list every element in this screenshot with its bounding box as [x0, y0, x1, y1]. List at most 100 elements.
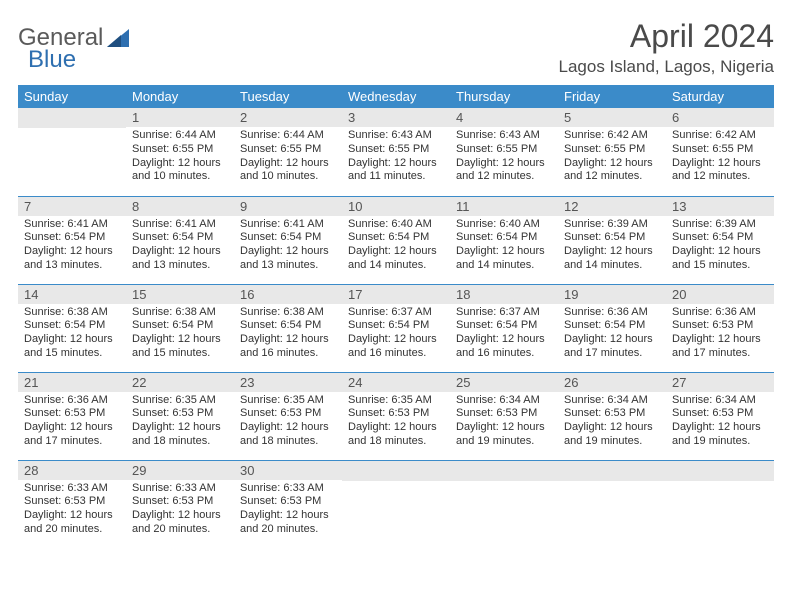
month-title: April 2024 — [559, 18, 774, 55]
day-line: Sunset: 6:53 PM — [132, 495, 228, 509]
day-number: 7 — [18, 197, 126, 216]
day-line: Sunset: 6:54 PM — [24, 231, 120, 245]
day-line: Sunrise: 6:43 AM — [348, 129, 444, 143]
calendar-row: 21Sunrise: 6:36 AMSunset: 6:53 PMDayligh… — [18, 372, 774, 460]
day-line: Sunset: 6:53 PM — [24, 495, 120, 509]
day-line: Sunset: 6:53 PM — [240, 407, 336, 421]
calendar-cell: 27Sunrise: 6:34 AMSunset: 6:53 PMDayligh… — [666, 372, 774, 460]
day-line: Sunrise: 6:38 AM — [240, 306, 336, 320]
calendar-cell — [18, 108, 126, 196]
day-content: Sunrise: 6:34 AMSunset: 6:53 PMDaylight:… — [558, 392, 666, 453]
day-line: Daylight: 12 hours — [564, 245, 660, 259]
day-line: and 13 minutes. — [132, 259, 228, 273]
day-line: and 20 minutes. — [240, 523, 336, 537]
calendar-cell: 30Sunrise: 6:33 AMSunset: 6:53 PMDayligh… — [234, 460, 342, 548]
day-line: Daylight: 12 hours — [348, 333, 444, 347]
day-line: Sunrise: 6:33 AM — [240, 482, 336, 496]
day-line: Daylight: 12 hours — [24, 421, 120, 435]
location: Lagos Island, Lagos, Nigeria — [559, 57, 774, 77]
calendar-cell: 16Sunrise: 6:38 AMSunset: 6:54 PMDayligh… — [234, 284, 342, 372]
day-line: Sunrise: 6:33 AM — [132, 482, 228, 496]
day-line: Sunrise: 6:37 AM — [456, 306, 552, 320]
day-line: Sunrise: 6:36 AM — [564, 306, 660, 320]
weekday-header: Friday — [558, 85, 666, 108]
day-number: 22 — [126, 373, 234, 392]
weekday-header: Saturday — [666, 85, 774, 108]
calendar-cell: 14Sunrise: 6:38 AMSunset: 6:54 PMDayligh… — [18, 284, 126, 372]
day-line: and 17 minutes. — [24, 435, 120, 449]
day-line: Sunrise: 6:37 AM — [348, 306, 444, 320]
day-content: Sunrise: 6:41 AMSunset: 6:54 PMDaylight:… — [126, 216, 234, 277]
day-content: Sunrise: 6:37 AMSunset: 6:54 PMDaylight:… — [342, 304, 450, 365]
day-line: Sunrise: 6:34 AM — [564, 394, 660, 408]
day-line: and 18 minutes. — [132, 435, 228, 449]
day-line: Sunset: 6:53 PM — [672, 319, 768, 333]
day-number — [450, 461, 558, 481]
day-content: Sunrise: 6:33 AMSunset: 6:53 PMDaylight:… — [18, 480, 126, 541]
calendar-cell: 6Sunrise: 6:42 AMSunset: 6:55 PMDaylight… — [666, 108, 774, 196]
day-line: and 14 minutes. — [348, 259, 444, 273]
day-number: 17 — [342, 285, 450, 304]
day-number: 2 — [234, 108, 342, 127]
day-line: and 13 minutes. — [240, 259, 336, 273]
day-line: Sunrise: 6:35 AM — [132, 394, 228, 408]
day-line: Daylight: 12 hours — [240, 245, 336, 259]
day-line: and 18 minutes. — [348, 435, 444, 449]
day-number: 5 — [558, 108, 666, 127]
day-line: Sunrise: 6:36 AM — [24, 394, 120, 408]
calendar-cell: 19Sunrise: 6:36 AMSunset: 6:54 PMDayligh… — [558, 284, 666, 372]
day-line: Daylight: 12 hours — [240, 333, 336, 347]
day-line: Sunset: 6:54 PM — [348, 319, 444, 333]
day-number — [666, 461, 774, 481]
calendar-cell: 5Sunrise: 6:42 AMSunset: 6:55 PMDaylight… — [558, 108, 666, 196]
calendar-cell — [342, 460, 450, 548]
day-line: Sunrise: 6:40 AM — [348, 218, 444, 232]
calendar-cell: 3Sunrise: 6:43 AMSunset: 6:55 PMDaylight… — [342, 108, 450, 196]
day-line: Daylight: 12 hours — [672, 157, 768, 171]
day-line: and 13 minutes. — [24, 259, 120, 273]
day-number: 30 — [234, 461, 342, 480]
day-line: and 10 minutes. — [132, 170, 228, 184]
header: General April 2024 Lagos Island, Lagos, … — [18, 18, 774, 77]
day-content — [558, 481, 666, 487]
day-line: Sunset: 6:54 PM — [132, 231, 228, 245]
day-line: Daylight: 12 hours — [132, 333, 228, 347]
calendar-cell: 17Sunrise: 6:37 AMSunset: 6:54 PMDayligh… — [342, 284, 450, 372]
day-line: Sunrise: 6:34 AM — [456, 394, 552, 408]
calendar-cell: 13Sunrise: 6:39 AMSunset: 6:54 PMDayligh… — [666, 196, 774, 284]
day-line: Sunset: 6:55 PM — [348, 143, 444, 157]
day-number: 26 — [558, 373, 666, 392]
day-line: Sunrise: 6:35 AM — [240, 394, 336, 408]
day-line: Sunset: 6:53 PM — [24, 407, 120, 421]
day-line: and 16 minutes. — [348, 347, 444, 361]
day-number — [18, 108, 126, 128]
day-line: Sunset: 6:54 PM — [564, 231, 660, 245]
day-line: Sunrise: 6:39 AM — [672, 218, 768, 232]
day-line: Sunset: 6:54 PM — [240, 231, 336, 245]
day-line: Sunrise: 6:40 AM — [456, 218, 552, 232]
day-number: 16 — [234, 285, 342, 304]
calendar-cell: 15Sunrise: 6:38 AMSunset: 6:54 PMDayligh… — [126, 284, 234, 372]
day-line: Sunrise: 6:34 AM — [672, 394, 768, 408]
day-number: 29 — [126, 461, 234, 480]
day-line: Sunrise: 6:42 AM — [672, 129, 768, 143]
day-number: 15 — [126, 285, 234, 304]
weekday-header: Wednesday — [342, 85, 450, 108]
calendar-cell: 1Sunrise: 6:44 AMSunset: 6:55 PMDaylight… — [126, 108, 234, 196]
weekday-header: Thursday — [450, 85, 558, 108]
day-content — [666, 481, 774, 487]
calendar-row: 14Sunrise: 6:38 AMSunset: 6:54 PMDayligh… — [18, 284, 774, 372]
calendar-cell — [558, 460, 666, 548]
calendar-cell: 23Sunrise: 6:35 AMSunset: 6:53 PMDayligh… — [234, 372, 342, 460]
day-line: and 17 minutes. — [672, 347, 768, 361]
day-line: and 14 minutes. — [456, 259, 552, 273]
calendar-cell: 11Sunrise: 6:40 AMSunset: 6:54 PMDayligh… — [450, 196, 558, 284]
day-number: 27 — [666, 373, 774, 392]
calendar-cell: 22Sunrise: 6:35 AMSunset: 6:53 PMDayligh… — [126, 372, 234, 460]
day-line: Sunrise: 6:39 AM — [564, 218, 660, 232]
day-content: Sunrise: 6:36 AMSunset: 6:53 PMDaylight:… — [666, 304, 774, 365]
day-number: 23 — [234, 373, 342, 392]
day-content: Sunrise: 6:34 AMSunset: 6:53 PMDaylight:… — [450, 392, 558, 453]
day-line: Sunrise: 6:42 AM — [564, 129, 660, 143]
day-line: Sunset: 6:54 PM — [672, 231, 768, 245]
